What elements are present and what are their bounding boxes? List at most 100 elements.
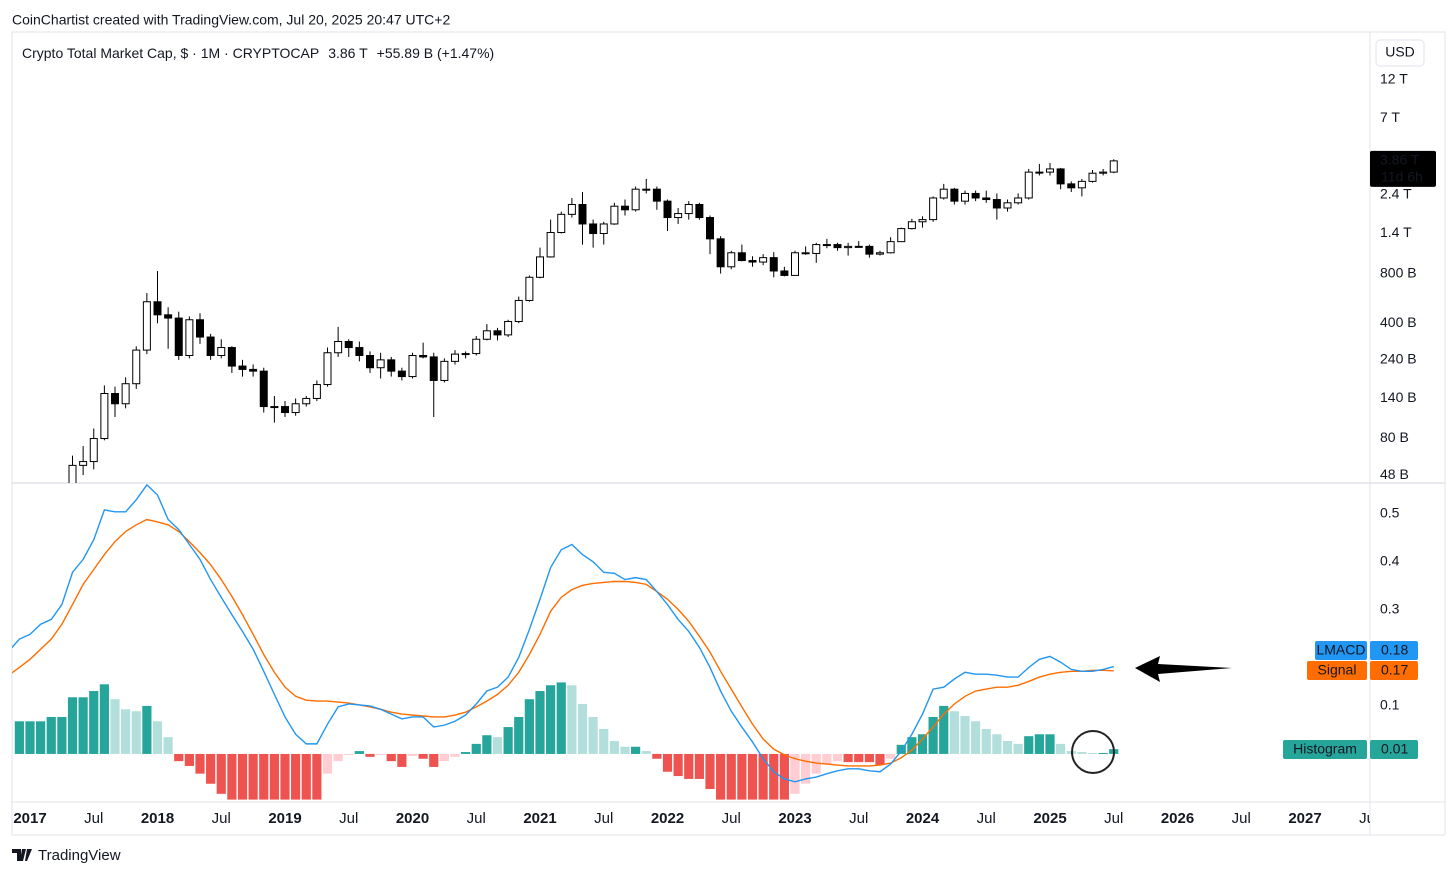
histogram-bar	[78, 697, 88, 754]
histogram-bar	[1013, 743, 1023, 754]
histogram-bar	[716, 753, 726, 800]
legend-name-box	[1315, 641, 1367, 660]
countdown: 11d 6h	[1381, 169, 1423, 185]
histogram-bar	[737, 753, 747, 800]
candle-body	[599, 223, 608, 235]
candle-body	[684, 203, 693, 215]
histogram-bar	[333, 753, 343, 762]
candle-body	[270, 406, 279, 409]
candle-body	[397, 370, 406, 378]
candle-body	[1035, 171, 1044, 174]
histogram-bar	[322, 753, 333, 774]
histogram-bar	[620, 746, 630, 754]
histogram-bar	[407, 753, 418, 756]
legend-name: LMACD	[1316, 642, 1365, 658]
histogram-bar	[1024, 736, 1034, 754]
histogram-bar	[864, 753, 874, 763]
candle-body	[780, 270, 789, 276]
time-axis: 2017 Jul 2018 Jul 2019 Jul 2020 Jul 2021 Jul 2022 J…	[13, 810, 1378, 827]
candle-body	[472, 338, 481, 355]
candle-body	[674, 213, 683, 219]
histogram-bar	[811, 753, 821, 774]
histogram-bar	[662, 753, 673, 772]
histogram-bar	[99, 684, 109, 754]
candle-body	[886, 241, 895, 254]
histogram-bar	[291, 753, 301, 800]
histogram-bar	[163, 737, 173, 754]
histogram-bar	[397, 753, 407, 767]
symbol-title: Crypto Total Market Cap, $ · 1M · CRYPTO…	[22, 45, 319, 61]
histogram-bar	[482, 735, 492, 754]
candle-body	[1024, 171, 1033, 199]
candle-body	[482, 330, 491, 340]
candle-body	[992, 199, 1001, 209]
histogram-bar	[949, 711, 959, 754]
y-tick-label: 2.4 T	[1380, 186, 1412, 202]
macd-pane	[12, 484, 1119, 800]
candle-body	[281, 406, 289, 414]
candle-body	[323, 352, 332, 386]
histogram-bar	[1098, 752, 1108, 754]
candle-body	[302, 397, 311, 405]
candle-body	[1088, 172, 1097, 182]
histogram-bar	[928, 716, 938, 754]
histogram-bar	[439, 753, 449, 762]
histogram-bar	[152, 721, 163, 754]
candle-body	[493, 330, 502, 336]
candle-body	[791, 252, 799, 276]
currency[interactable]: USD	[1385, 44, 1415, 60]
x-tick-label: Jul	[849, 810, 868, 827]
x-tick-label: Jul	[1232, 810, 1251, 827]
candle-body	[206, 336, 215, 357]
histogram-bar	[471, 743, 481, 754]
legend-value: 0.01	[1381, 741, 1408, 757]
histogram-bar	[599, 728, 609, 754]
histogram-bar	[684, 753, 694, 779]
histogram-bar	[705, 753, 715, 790]
candle-body	[822, 244, 831, 247]
histogram-bar	[790, 753, 800, 794]
candle-body	[631, 188, 640, 211]
annotation-arrow	[1135, 656, 1232, 682]
currency-box[interactable]	[1375, 39, 1425, 67]
candle-body	[174, 317, 183, 357]
x-tick-label: 2018	[141, 810, 174, 827]
candle-body	[876, 252, 884, 255]
candle-body	[716, 238, 725, 268]
candle-body	[291, 403, 300, 414]
histogram-bar	[36, 721, 46, 754]
legend-name-box	[1307, 661, 1367, 680]
candle-body	[238, 365, 247, 370]
histogram-bar	[514, 716, 524, 754]
histogram-bar	[1034, 734, 1044, 754]
x-tick-label: Jul	[1359, 810, 1378, 827]
histogram-bar	[981, 728, 991, 754]
histogram-bar	[174, 753, 184, 762]
histogram-bar	[269, 753, 279, 800]
histogram-bar	[25, 721, 35, 754]
x-tick-label: 2025	[1033, 810, 1066, 827]
legend-value: 0.17	[1381, 662, 1408, 678]
y-tick-label: 240 B	[1380, 351, 1417, 367]
histogram-bar	[939, 705, 949, 754]
histogram-bar	[354, 751, 364, 754]
candle-body	[536, 256, 544, 278]
candle-body	[121, 383, 130, 405]
histogram-bar	[907, 737, 917, 754]
histogram-bar	[843, 753, 853, 763]
histogram-bar	[121, 709, 131, 754]
histogram-bar	[1045, 734, 1055, 754]
candle-body	[567, 203, 576, 215]
watermark: CoinChartist created with TradingView.co…	[12, 12, 450, 28]
y-tick-label: 140 B	[1380, 389, 1417, 405]
x-tick-label: 2017	[13, 810, 46, 827]
legend-name-box	[1283, 740, 1367, 759]
candle-body	[355, 347, 364, 357]
histogram-bar	[14, 721, 24, 754]
histogram-bar	[747, 753, 758, 800]
symbol-header: Crypto Total Market Cap, $ · 1M · CRYPTO…	[22, 45, 494, 61]
last-price: 3.86 T	[328, 45, 368, 61]
legend-value-box	[1370, 641, 1418, 660]
candle-body	[334, 341, 343, 354]
